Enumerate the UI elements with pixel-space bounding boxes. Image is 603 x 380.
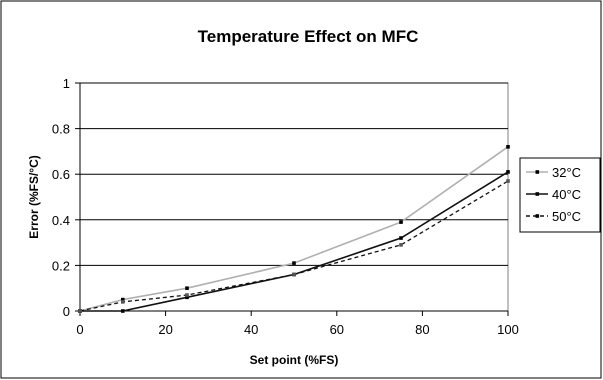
x-tick-label: 100 bbox=[497, 322, 519, 337]
series-lines bbox=[78, 145, 510, 313]
legend-entry: 40°C bbox=[552, 187, 581, 202]
data-point bbox=[399, 220, 403, 224]
y-tick-label: 0.8 bbox=[52, 122, 70, 137]
data-point bbox=[121, 300, 125, 304]
y-tick-label: 0 bbox=[63, 304, 70, 319]
data-point bbox=[506, 170, 510, 174]
legend-box bbox=[519, 157, 601, 233]
chart-title: Temperature Effect on MFC bbox=[198, 27, 419, 46]
data-point bbox=[292, 272, 296, 277]
data-point bbox=[185, 293, 189, 297]
x-axis-label: Set point (%FS) bbox=[250, 353, 339, 367]
y-tick-label: 0.6 bbox=[52, 167, 70, 182]
series-line-0 bbox=[79, 146, 509, 312]
legend-marker bbox=[535, 192, 540, 196]
data-point bbox=[121, 297, 125, 302]
data-point bbox=[185, 295, 189, 300]
plot-area bbox=[79, 82, 509, 312]
x-axis-ticks: 0 20 40 60 80 100 bbox=[76, 83, 519, 337]
data-point bbox=[399, 243, 403, 247]
data-point bbox=[399, 236, 403, 240]
x-tick-label: 20 bbox=[158, 322, 172, 337]
data-point bbox=[121, 309, 125, 313]
x-tick-label: 80 bbox=[415, 322, 429, 337]
legend-marker bbox=[535, 170, 540, 174]
data-point bbox=[506, 145, 510, 149]
x-tick-label: 60 bbox=[330, 322, 344, 337]
y-axis-ticks: 0 0.2 0.4 0.6 0.8 1 bbox=[52, 76, 80, 319]
y-axis-label: Error (%FS/°C) bbox=[27, 155, 41, 238]
legend-marker bbox=[535, 214, 540, 218]
y-tick-label: 0.2 bbox=[52, 258, 70, 273]
series-line-1 bbox=[80, 171, 509, 312]
legend: 32°C 40°C 50°C bbox=[519, 157, 601, 233]
y-tick-label: 0.4 bbox=[52, 213, 70, 228]
y-tick-label: 1 bbox=[63, 76, 70, 91]
data-point bbox=[185, 286, 189, 290]
data-point bbox=[292, 261, 296, 265]
series-line-2 bbox=[79, 180, 509, 312]
x-tick-label: 0 bbox=[76, 322, 83, 337]
legend-entry: 50°C bbox=[552, 209, 581, 224]
gridlines bbox=[80, 82, 508, 266]
data-point bbox=[506, 179, 510, 183]
x-tick-label: 40 bbox=[244, 322, 258, 337]
data-point bbox=[78, 309, 82, 313]
legend-entry: 32°C bbox=[552, 165, 581, 180]
